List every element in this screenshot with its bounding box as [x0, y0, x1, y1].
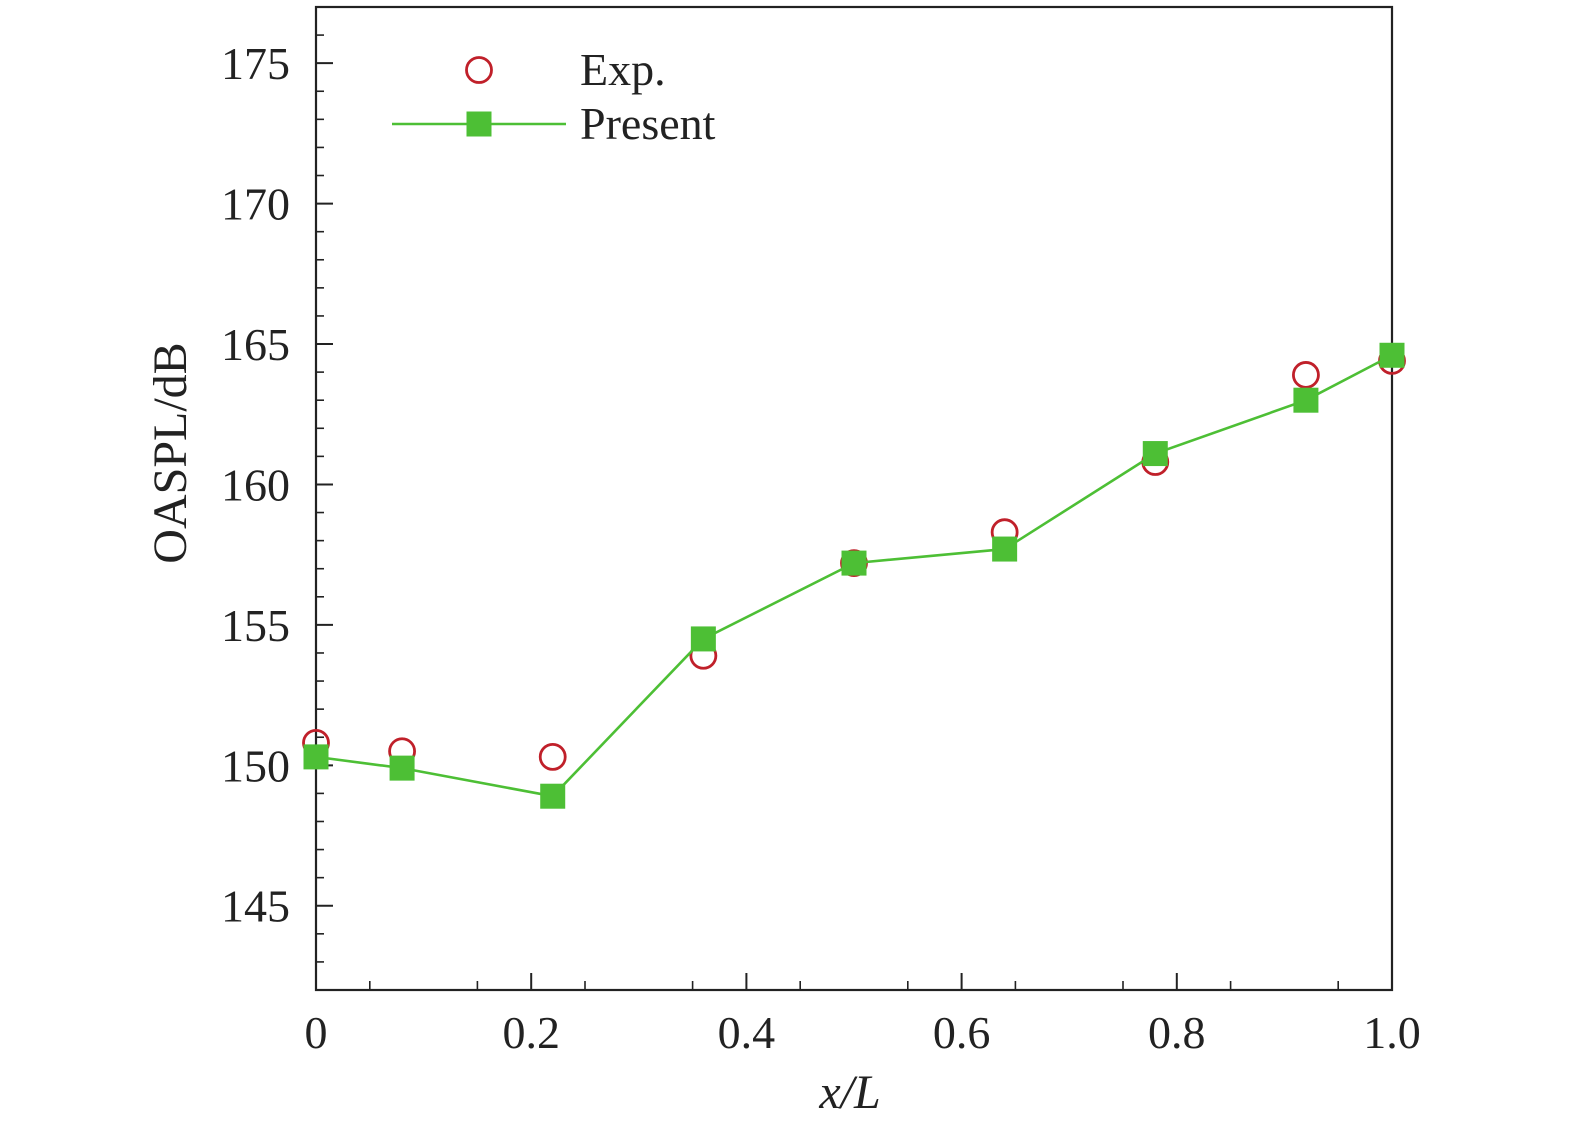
data-point [1142, 441, 1168, 467]
y-tick-label: 150 [221, 740, 290, 791]
data-point [841, 550, 867, 576]
legend-label: Present [580, 98, 716, 149]
plot-frame [314, 5, 1394, 992]
legend: Exp.Present [392, 44, 716, 149]
data-point [540, 783, 566, 809]
x-tick-label: 0.4 [718, 1007, 776, 1058]
data-point [1379, 342, 1405, 368]
legend-label: Exp. [580, 44, 666, 95]
data-point [538, 742, 567, 771]
legend-entry: Present [392, 98, 716, 149]
x-axis-title: x/L [818, 1066, 880, 1119]
legend-marker [465, 56, 493, 84]
plot-axes [314, 5, 1394, 992]
data-point [1293, 387, 1319, 413]
legend-entry: Exp. [465, 44, 666, 95]
y-tick-label: 160 [221, 459, 290, 510]
y-tick-label: 170 [221, 179, 290, 230]
legend-marker [466, 111, 492, 137]
data-point [1292, 361, 1320, 389]
data-point [992, 536, 1018, 562]
x-tick-label: 0.2 [502, 1007, 560, 1058]
y-tick-label: 175 [221, 38, 290, 89]
y-tick-label: 165 [221, 319, 290, 370]
x-tick-label: 0.6 [933, 1007, 991, 1058]
y-tick-label: 145 [221, 881, 290, 932]
x-tick-label: 0.8 [1148, 1007, 1206, 1058]
axis-tick-labels: 145 150 155 160 165 170 175 0 0.2 0.4 0.6 0.8 1.0 [221, 38, 1421, 1058]
data-point [690, 626, 716, 652]
y-axis-title: OASPL/dB [144, 342, 197, 563]
axis-ticks [315, 6, 1393, 991]
y-tick-label: 155 [221, 600, 290, 651]
series-layer [302, 342, 1406, 809]
series-present [303, 342, 1405, 809]
x-tick-label: 1.0 [1363, 1007, 1421, 1058]
data-point [303, 744, 329, 770]
data-point [389, 755, 415, 781]
x-tick-label: 0 [305, 1007, 328, 1058]
